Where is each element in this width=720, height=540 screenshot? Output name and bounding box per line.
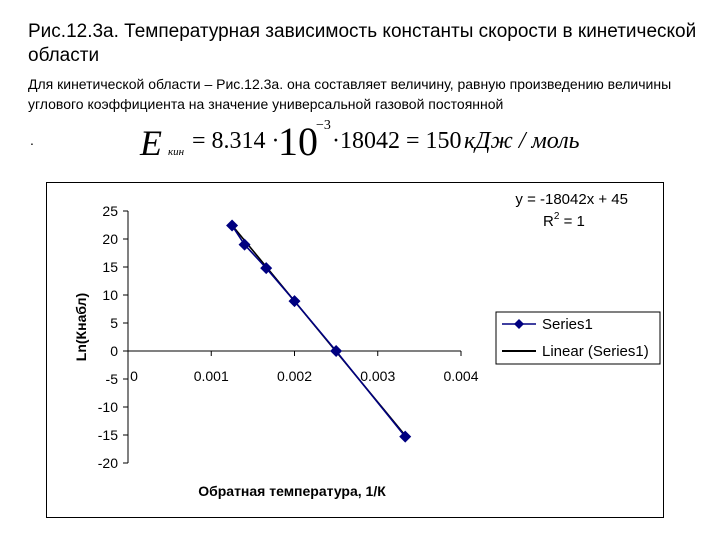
y-tick-label: -10	[98, 399, 118, 415]
y-tick-label: -20	[98, 455, 118, 471]
legend-series-label: Series1	[542, 316, 593, 333]
r2-sup: 2	[554, 211, 560, 222]
formula-unit: кДж / моль	[464, 128, 580, 154]
x-axis-title: Обратная температура, 1/К	[198, 483, 386, 499]
y-tick-label: 0	[110, 343, 118, 359]
trend-equation: y = -18042x + 45	[515, 191, 628, 208]
x-tick-label: 0.001	[194, 368, 229, 384]
slide-subtitle: Для кинетической области – Рис.12.3а. он…	[28, 76, 672, 112]
bullet-dot: .	[30, 132, 34, 148]
r2-prefix: R	[543, 213, 554, 230]
series-markers	[226, 219, 412, 443]
chart-frame	[46, 182, 664, 518]
formula-part2: ·18042 = 150	[332, 128, 462, 154]
chart-axes	[123, 210, 462, 464]
slide-title: Рис.12.3а. Температурная зависимость кон…	[28, 21, 697, 66]
series-marker	[260, 262, 273, 275]
x-tick-label: 0	[130, 368, 138, 384]
series-marker	[330, 345, 343, 357]
y-tick-label: -15	[98, 427, 118, 443]
y-tick-label: 20	[102, 231, 118, 247]
y-tick-label: 15	[102, 259, 118, 275]
formula-ten: 10	[278, 119, 318, 164]
x-tick-label: 0.002	[277, 368, 312, 384]
legend-box	[495, 311, 661, 365]
series-marker	[288, 295, 301, 308]
formula-exponent: −3	[316, 118, 331, 133]
y-tick-label: -5	[106, 371, 119, 387]
y-tick-label: 5	[110, 315, 118, 331]
series-marker	[399, 430, 412, 443]
formula-part1: = 8.314 ·	[192, 128, 280, 154]
x-tick-label: 0.003	[360, 368, 395, 384]
y-tick-labels: 25 20 15 10 5 0 -5 -10 -15 -20	[98, 203, 118, 471]
y-tick-label: 25	[102, 203, 118, 219]
x-tick-label: 0.004	[443, 368, 478, 384]
series-marker	[238, 238, 251, 251]
x-tick-labels: 0 0.001 0.002 0.003 0.004	[130, 368, 479, 384]
formula-subscript: кин	[168, 146, 185, 158]
legend-trend-label: Linear (Series1)	[542, 343, 649, 360]
y-tick-label: 10	[102, 287, 118, 303]
formula-symbol: E	[140, 123, 162, 163]
series-marker	[226, 219, 239, 232]
legend-series-marker	[514, 319, 524, 329]
r2-suffix: = 1	[559, 213, 584, 230]
r-squared: R2 = 1	[543, 211, 585, 230]
y-axis-title: Ln(Кнабл)	[73, 293, 89, 361]
legend: Series1 Linear (Series1)	[495, 311, 661, 365]
